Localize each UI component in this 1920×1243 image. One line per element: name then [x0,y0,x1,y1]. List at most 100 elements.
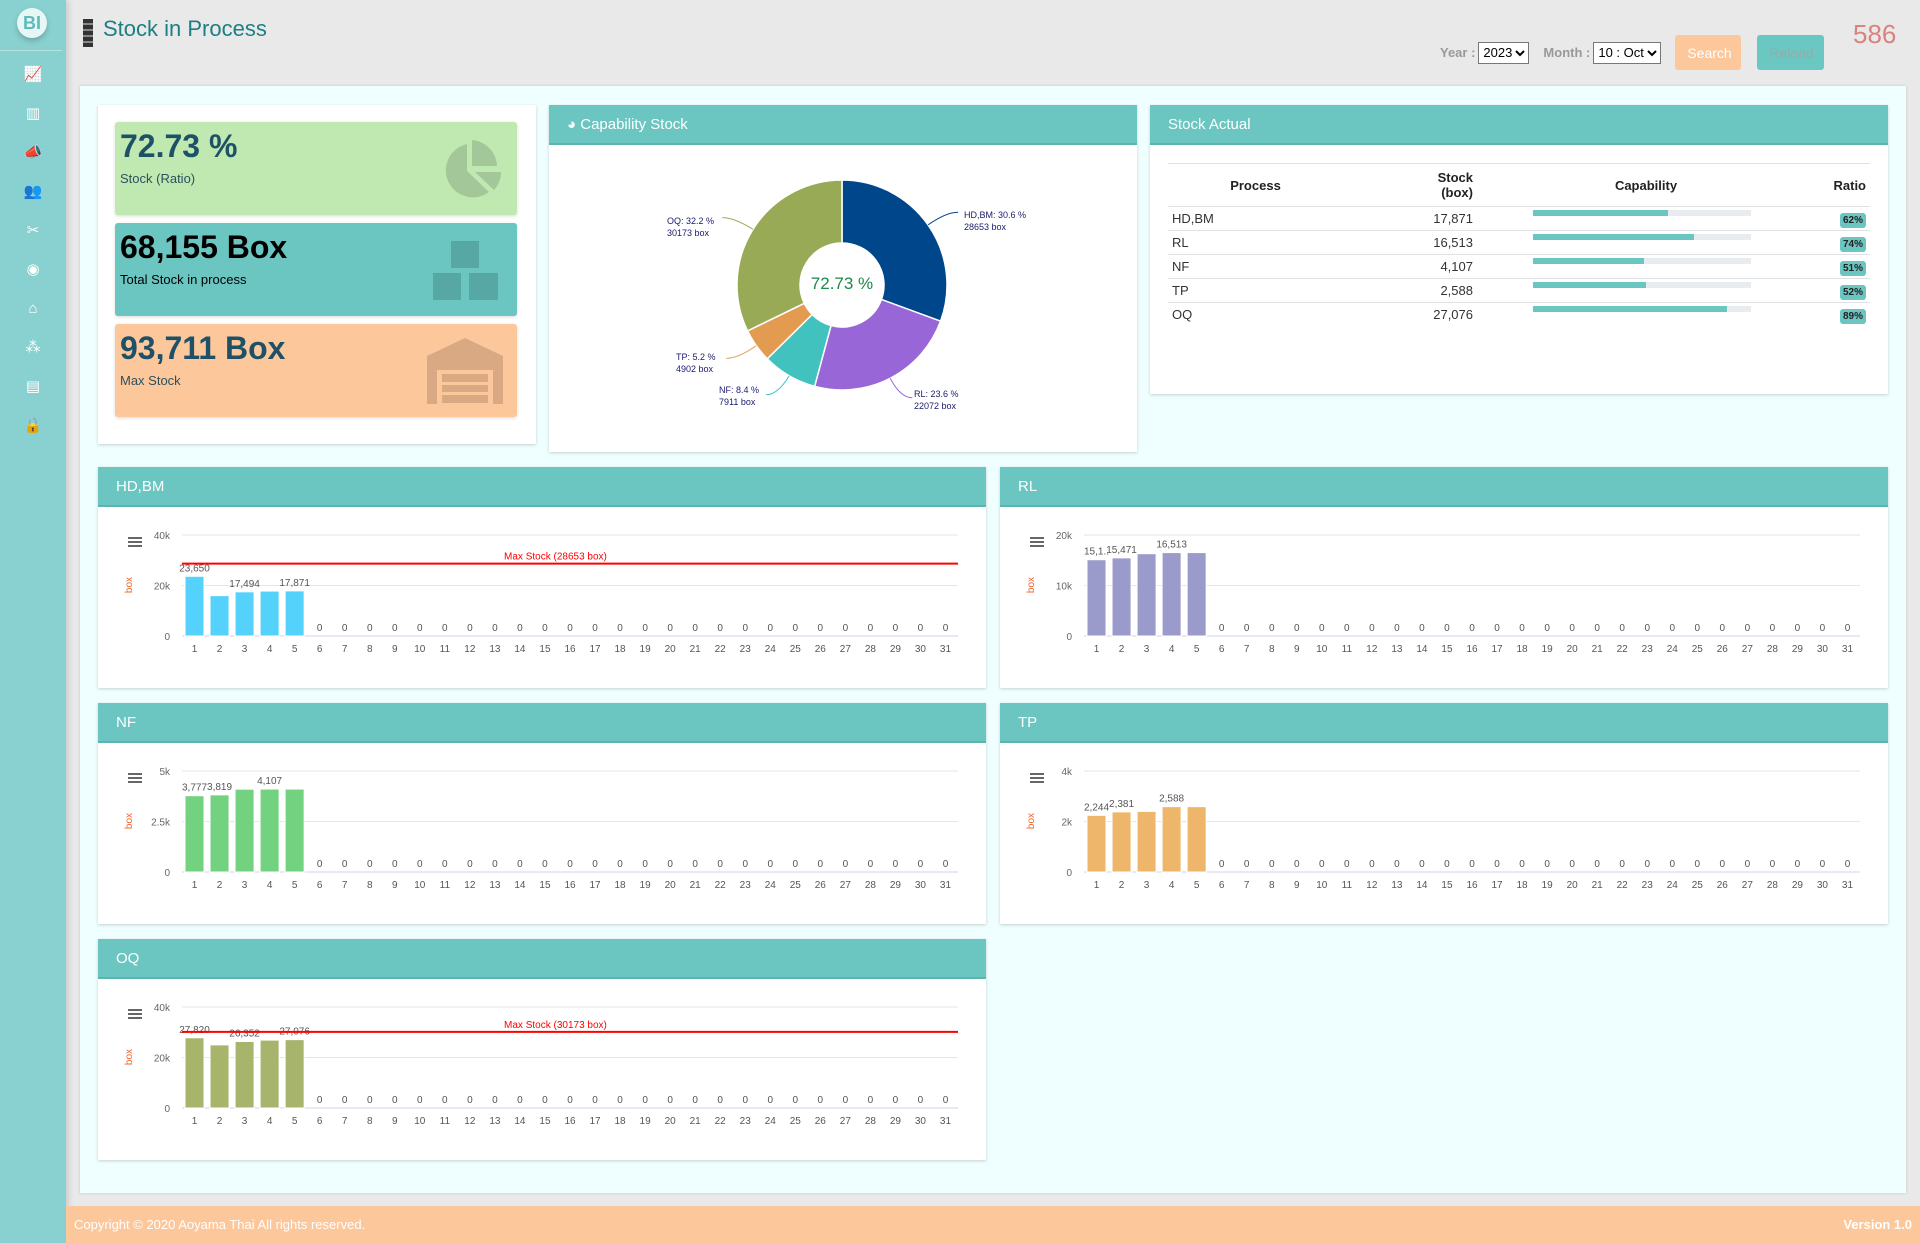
megaphone-icon[interactable]: 📣 [23,144,43,161]
bar[interactable] [184,1037,205,1109]
data-label: 0 [868,623,874,634]
x-tick-label: 12 [464,1116,476,1127]
x-tick-label: 25 [790,1116,802,1127]
bar[interactable] [1186,806,1207,873]
x-tick-label: 6 [317,880,323,891]
bar[interactable] [1086,559,1107,637]
x-tick-label: 6 [1219,644,1225,655]
ratio-badge: 74% [1839,237,1866,252]
bar[interactable] [284,788,305,873]
bar[interactable] [234,591,255,637]
x-tick-label: 3 [1144,644,1150,655]
x-tick-label: 8 [367,1116,373,1127]
bar[interactable] [1186,552,1207,637]
search-button[interactable]: Search [1675,35,1742,70]
bar[interactable] [184,795,205,873]
data-label: 0 [342,1095,348,1106]
month-select[interactable]: 10 : Oct [1593,41,1662,64]
chart-bar-icon[interactable]: ▥ [25,105,41,122]
bar[interactable] [1111,557,1132,637]
data-label: 2,244 [1084,802,1109,813]
chart-line-icon[interactable]: 📈 [23,66,43,83]
data-label: 0 [818,1095,824,1106]
x-tick-label: 4 [1169,644,1175,655]
x-tick-label: 27 [840,880,852,891]
bar[interactable] [234,788,255,873]
bar[interactable] [1161,552,1182,637]
donut-slice-rl[interactable] [813,298,942,391]
stock-actual-panel: Stock Actual Process Stock (box) Capabili… [1150,105,1888,394]
warehouse-icon[interactable]: ⌂ [28,300,38,317]
chart-menu-icon[interactable] [128,537,142,549]
cubes-icon[interactable]: ⁂ [25,339,41,356]
bar[interactable] [184,575,205,637]
data-label: 2,588 [1159,794,1184,805]
donut-slice-oq[interactable] [736,179,843,332]
bar[interactable] [1161,806,1182,873]
bar[interactable] [209,1044,230,1109]
x-tick-label: 31 [1842,880,1854,891]
data-label: 0 [1219,859,1225,870]
tools-icon[interactable]: ✂ [26,222,40,239]
bar[interactable] [1086,814,1107,873]
stock-cell: 4,107 [1343,254,1493,279]
bar[interactable] [1136,810,1157,873]
data-label: 0 [592,623,598,634]
reload-button[interactable]: Reload [1757,35,1825,70]
x-tick-label: 28 [865,1116,877,1127]
data-label: 0 [1669,859,1675,870]
x-tick-label: 25 [790,880,802,891]
x-tick-label: 10 [1316,880,1328,891]
x-tick-label: 24 [765,644,777,655]
bar[interactable] [259,1039,280,1109]
stock-cell: 16,513 [1343,230,1493,255]
bar[interactable] [284,1039,305,1109]
x-tick-label: 27 [1742,644,1754,655]
x-tick-label: 16 [1466,880,1478,891]
donut-slice-hd-bm[interactable] [841,179,948,323]
x-tick-label: 6 [317,644,323,655]
x-tick-label: 16 [564,1116,576,1127]
x-tick-label: 3 [1144,880,1150,891]
bar[interactable] [234,1040,255,1109]
clipboard-icon[interactable]: ▤ [25,378,41,395]
y-tick-label: 0 [1066,632,1072,643]
table-row: TP 2,588 52% [1168,278,1870,303]
data-label: 0 [467,623,473,634]
data-label: 0 [1269,859,1275,870]
bar[interactable] [1111,811,1132,873]
footer: Copyright © 2020 Aoyama Thai All rights … [66,1206,1920,1243]
chart-menu-icon[interactable] [1030,537,1044,549]
bar[interactable] [259,788,280,873]
data-label: 0 [1695,623,1701,634]
bar[interactable] [209,794,230,873]
chart-menu-icon[interactable] [1030,773,1044,785]
data-label: 0 [492,859,498,870]
x-tick-label: 26 [815,644,827,655]
data-label: 0 [1770,859,1776,870]
data-label: 0 [1494,859,1500,870]
x-tick-label: 1 [1094,880,1100,891]
bar[interactable] [209,595,230,637]
bar[interactable] [1136,553,1157,637]
year-select[interactable]: 2023 [1478,41,1530,64]
data-label: 0 [767,623,773,634]
chart-menu-icon[interactable] [128,773,142,785]
users-icon[interactable]: 👥 [23,183,43,200]
bar[interactable] [259,590,280,637]
process-cell: NF [1168,254,1343,279]
menu-toggle-icon[interactable] [83,19,93,47]
bar[interactable] [284,590,305,637]
bi-logo[interactable]: BI [17,8,47,38]
x-tick-label: 15 [539,1116,551,1127]
disc-icon[interactable]: ◉ [26,261,40,278]
lock-icon[interactable]: 🔒 [23,417,43,434]
y-tick-label: 40k [154,1003,171,1014]
sidebar: BI 📈 ▥ 📣 👥 ✂ ◉ ⌂ ⁂ ▤ 🔒 [0,0,66,1243]
data-label: 0 [1820,859,1826,870]
x-tick-label: 20 [1567,880,1579,891]
data-label: 17,494 [229,579,260,590]
data-label: 0 [1494,623,1500,634]
chart-menu-icon[interactable] [128,1009,142,1021]
